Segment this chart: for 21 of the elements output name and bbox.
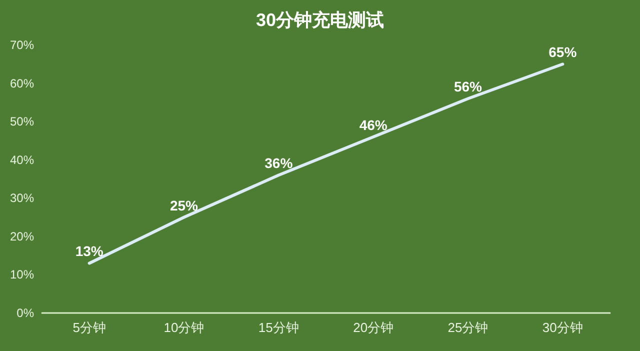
y-tick-label: 20% [10, 229, 34, 244]
y-tick-label: 40% [10, 152, 34, 167]
data-label: 25% [170, 197, 199, 214]
data-label: 36% [264, 155, 294, 172]
x-tick-label: 25分钟 [448, 320, 488, 335]
x-tick-label: 30分钟 [542, 320, 583, 335]
data-label: 46% [359, 116, 388, 133]
y-tick-label: 50% [10, 114, 34, 129]
y-tick-label: 70% [10, 38, 34, 52]
y-tick-label: 60% [10, 76, 34, 90]
x-tick-label: 15分钟 [258, 320, 299, 335]
x-tick-label: 20分钟 [353, 320, 394, 335]
data-label: 13% [75, 243, 104, 260]
data-label: 56% [454, 78, 483, 95]
y-tick-label: 10% [10, 268, 34, 282]
x-tick-label: 5分钟 [72, 320, 106, 335]
y-tick-label: 30% [10, 191, 34, 206]
y-tick-label: 0% [16, 306, 34, 320]
data-label: 65% [548, 44, 578, 60]
chart-title: 30分钟充电测试 [256, 10, 384, 30]
x-tick-label: 10分钟 [164, 320, 204, 335]
